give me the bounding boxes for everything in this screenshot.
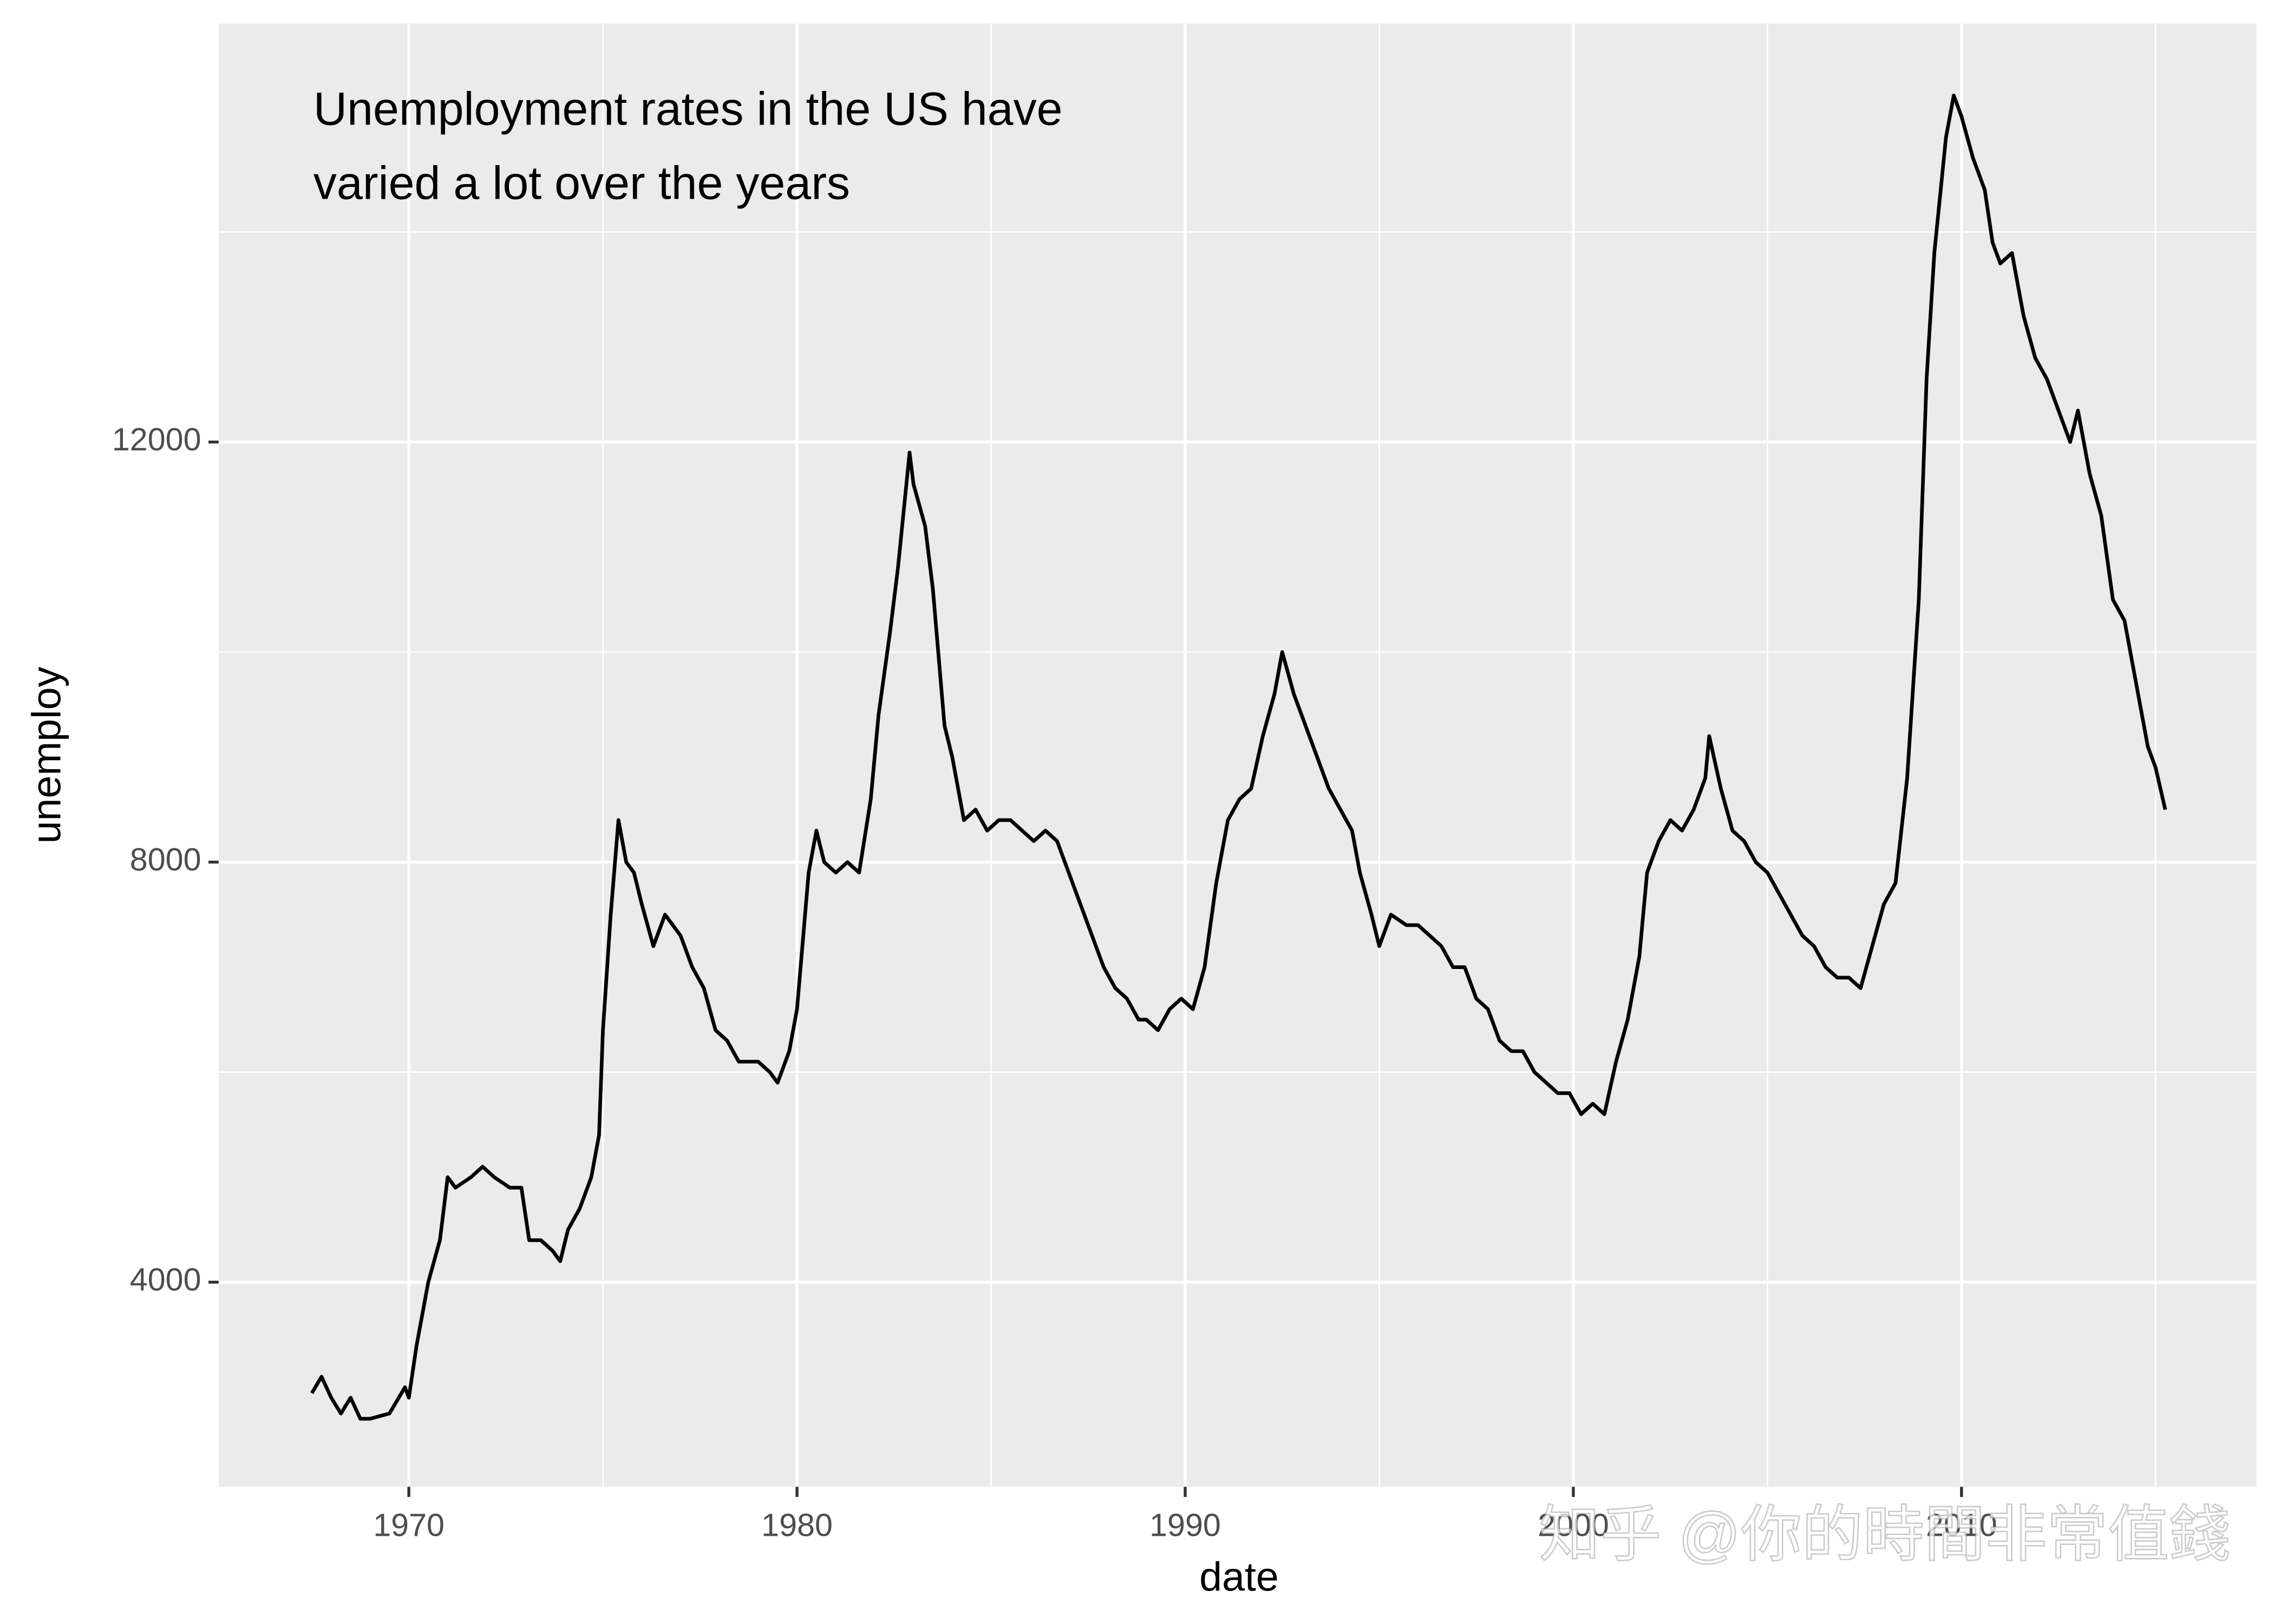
x-tick-label: 1990: [1149, 1507, 1221, 1543]
axes: 1970 1980 1990 2000 2010 4000 8000 12000: [112, 421, 1997, 1543]
y-axis-title: unemploy: [23, 666, 69, 843]
x-axis-title: date: [1199, 1554, 1279, 1600]
y-tick-label: 8000: [130, 841, 201, 878]
y-tick-label: 12000: [112, 421, 201, 457]
x-tick-label: 2010: [1926, 1507, 1997, 1543]
watermark: 知乎 @你的時間非常值錢: [1539, 1500, 2230, 1568]
grid: [218, 23, 2257, 1487]
annotation-line: Unemployment rates in the US have: [313, 83, 1063, 135]
data-line: [310, 93, 2167, 1421]
y-tick-label: 4000: [130, 1261, 201, 1298]
x-tick-label: 2000: [1538, 1507, 1609, 1543]
annotation: Unemployment rates in the US have varied …: [313, 83, 1063, 209]
panel: [218, 23, 2257, 1487]
x-tick-label: 1970: [373, 1507, 445, 1543]
lines: [310, 93, 2167, 1421]
annotation-line: varied a lot over the years: [313, 158, 850, 209]
x-tick-label: 1980: [761, 1507, 833, 1543]
